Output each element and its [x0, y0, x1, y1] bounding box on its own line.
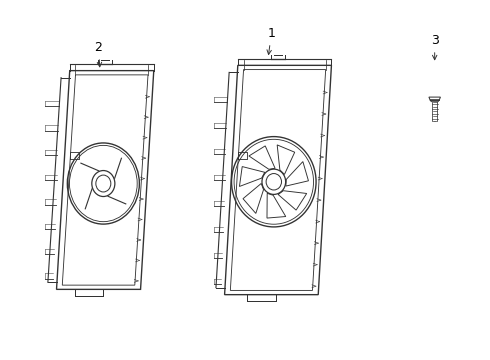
Text: 2: 2 [95, 41, 102, 67]
Text: 3: 3 [431, 34, 439, 60]
Text: 1: 1 [267, 27, 275, 54]
